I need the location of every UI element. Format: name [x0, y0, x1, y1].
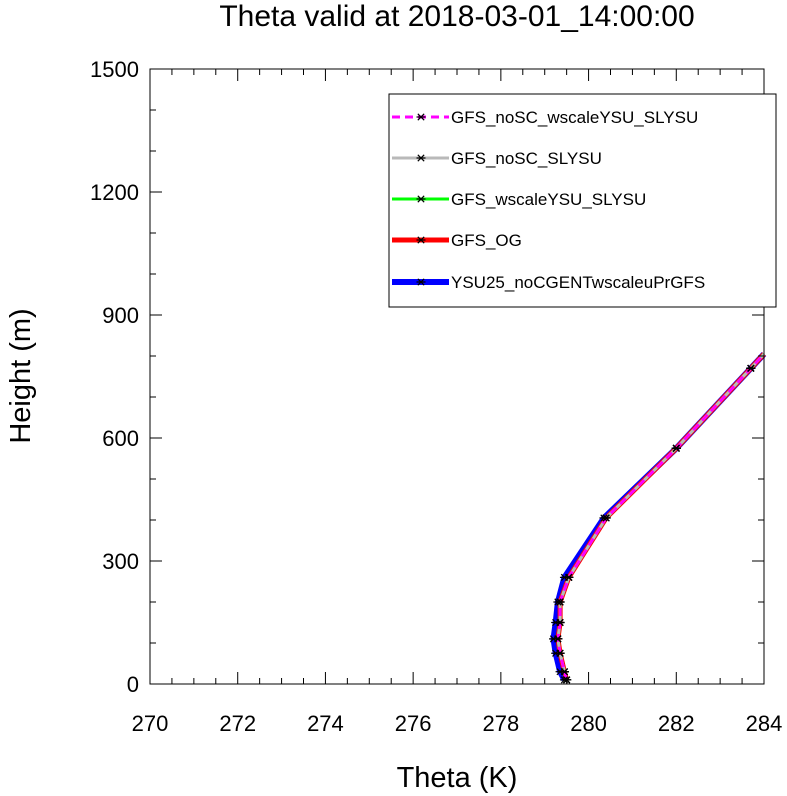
legend-label-4: YSU25_noCGENTwscaleuPrGFS	[451, 273, 705, 292]
series-marker-4	[551, 649, 561, 657]
chart-title: Theta valid at 2018-03-01_14:00:00	[219, 0, 694, 33]
x-tick-label: 270	[132, 711, 169, 736]
series-line-2	[556, 352, 766, 681]
legend-marker-3	[416, 236, 426, 244]
x-tick-label: 280	[570, 711, 607, 736]
legend-label-0: GFS_noSC_wscaleYSU_SLYSU	[451, 108, 698, 127]
series-line-0	[556, 352, 766, 681]
series-marker-4	[559, 573, 569, 582]
legend: GFS_noSC_wscaleYSU_SLYSU GFS_noSC_SLYSU GF…	[388, 93, 777, 308]
x-tick-label: 284	[746, 711, 783, 736]
series-marker-4	[671, 444, 681, 452]
y-tick-label: 600	[102, 426, 139, 451]
y-tick-label: 900	[102, 303, 139, 328]
x-tick-label: 274	[307, 711, 344, 736]
series-layer	[548, 351, 767, 684]
series-marker-4	[555, 668, 565, 676]
legend-marker-0	[416, 113, 426, 121]
x-tick-label: 282	[658, 711, 695, 736]
y-axis-title: Height (m)	[5, 308, 37, 443]
series-line-1	[556, 352, 766, 681]
series-marker-4	[548, 635, 558, 643]
series-line-3	[555, 352, 766, 681]
x-axis-title: Theta (K)	[397, 762, 518, 794]
legend-label-3: GFS_OG	[451, 231, 522, 250]
plot-frame	[149, 68, 765, 685]
legend-label-1: GFS_noSC_SLYSU	[451, 149, 602, 168]
x-tick-label: 276	[395, 711, 432, 736]
series-marker-4	[746, 364, 756, 372]
series-marker-4	[599, 514, 609, 522]
legend-label-2: GFS_wscaleYSU_SLYSU	[451, 190, 646, 209]
y-tick-label: 1200	[90, 180, 139, 205]
legend-box	[388, 93, 777, 308]
y-tick-label: 1500	[90, 57, 139, 82]
legend-marker-4	[416, 278, 426, 286]
x-tick-label: 278	[482, 711, 519, 736]
series-marker-4	[551, 618, 561, 627]
series-marker-4	[553, 598, 563, 606]
y-tick-label: 300	[102, 549, 139, 574]
series-line-4	[550, 351, 767, 682]
x-tick-label: 272	[219, 711, 256, 736]
legend-marker-1	[416, 154, 426, 162]
y-tick-label: 0	[127, 672, 139, 697]
legend-marker-2	[416, 195, 426, 203]
